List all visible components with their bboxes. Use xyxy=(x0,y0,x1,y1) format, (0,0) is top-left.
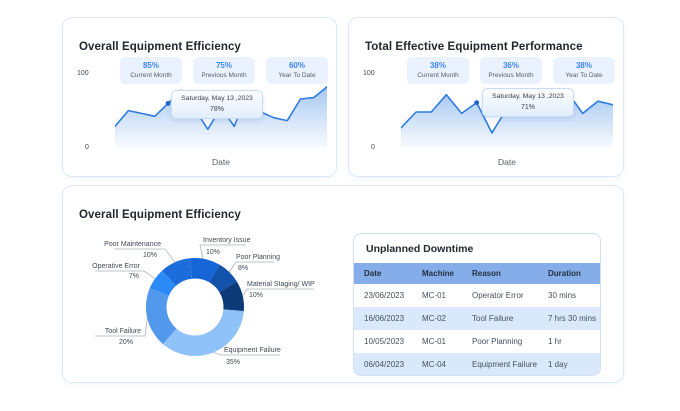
tooltip-date: Saturday, May 13 ,2023 xyxy=(181,95,253,102)
teep-previous-month-badge: 36% Previous Month xyxy=(480,57,542,84)
column-header-duration: Duration xyxy=(538,263,600,284)
oee-current-month-badge: 85% Current Month xyxy=(120,57,182,84)
cell-duration: 1 hr xyxy=(548,337,562,346)
oee-breakdown-card: Overall Equipment Efficiency Inventory I… xyxy=(62,185,624,383)
breakdown-card-title: Overall Equipment Efficiency xyxy=(79,208,241,221)
svg-text:Operative Error: Operative Error xyxy=(92,263,141,270)
cell-date: 10/05/2023 xyxy=(364,337,405,346)
cell-machine: MC-02 xyxy=(422,314,447,323)
badge-label: Year To Date xyxy=(565,72,603,79)
cell-duration: 1 day xyxy=(548,360,568,369)
downtime-table: Date Machine Reason Duration 23/06/2023 … xyxy=(354,263,600,375)
badge-label: Previous Month xyxy=(488,72,534,79)
oee-breakdown-donut-chart[interactable]: Inventory Issue 10% Poor Planning 8% Materia… xyxy=(65,212,345,384)
svg-text:Equipment Failure: Equipment Failure xyxy=(224,347,281,354)
badge-value: 60% xyxy=(288,61,305,70)
table-row: 23/06/2023 MC-01 Operator Error 30 mins xyxy=(354,284,600,307)
cell-machine: MC-04 xyxy=(422,360,447,369)
cell-duration: 30 mins xyxy=(548,291,577,300)
badge-value: 36% xyxy=(502,61,519,70)
cell-reason: Poor Planning xyxy=(472,337,523,346)
badge-value: 75% xyxy=(215,61,232,70)
svg-text:Tool Failure: Tool Failure xyxy=(105,328,141,335)
tooltip-value: 71% xyxy=(520,104,535,111)
badge-label: Previous Month xyxy=(201,72,247,79)
cell-date: 16/06/2023 xyxy=(364,314,405,323)
badge-label: Year To Date xyxy=(278,72,316,79)
y-axis-max-label: 100 xyxy=(77,70,89,77)
y-axis-max-label: 100 xyxy=(363,70,375,77)
unplanned-downtime-panel: Unplanned Downtime Date Machine Reason D… xyxy=(353,233,601,376)
badge-label: Current Month xyxy=(417,72,459,79)
x-axis-label: Date xyxy=(212,157,230,167)
svg-text:Poor Planning: Poor Planning xyxy=(236,254,280,261)
teep-stat-badges: 38% Current Month 36% Previous Month 38%… xyxy=(407,57,615,84)
badge-value: 85% xyxy=(142,61,159,70)
teep-year-to-date-badge: 38% Year To Date xyxy=(553,57,615,84)
oee-previous-month-badge: 75% Previous Month xyxy=(193,57,255,84)
svg-text:10%: 10% xyxy=(206,249,220,256)
column-header-reason: Reason xyxy=(462,263,538,284)
downtime-table-title: Unplanned Downtime xyxy=(366,243,474,255)
x-axis-label: Date xyxy=(498,157,516,167)
cell-reason: Equipment Failure xyxy=(472,360,537,369)
table-row: 16/06/2023 MC-02 Tool Failure 7 hrs 30 m… xyxy=(354,307,600,330)
oee-card-title: Overall Equipment Efficiency xyxy=(79,40,241,53)
table-row: 10/05/2023 MC-01 Poor Planning 1 hr xyxy=(354,330,600,353)
svg-text:7%: 7% xyxy=(129,273,139,280)
badge-value: 38% xyxy=(575,61,592,70)
cell-machine: MC-01 xyxy=(422,291,447,300)
svg-text:35%: 35% xyxy=(226,359,240,366)
svg-text:20%: 20% xyxy=(119,339,133,346)
cell-date: 23/06/2023 xyxy=(364,291,405,300)
cell-reason: Tool Failure xyxy=(472,314,514,323)
tooltip-value: 78% xyxy=(209,106,224,113)
svg-text:10%: 10% xyxy=(143,252,157,259)
svg-text:10%: 10% xyxy=(249,292,263,299)
svg-text:Inventory Issue: Inventory Issue xyxy=(203,237,251,244)
svg-text:8%: 8% xyxy=(238,265,248,272)
svg-text:Poor Maintenance: Poor Maintenance xyxy=(104,241,161,248)
teep-card-title: Total Effective Equipment Performance xyxy=(365,40,583,53)
downtime-table-header-row: Date Machine Reason Duration xyxy=(354,263,600,284)
svg-text:Material Staging/ WIP: Material Staging/ WIP xyxy=(247,281,315,288)
tooltip-date: Saturday, May 13 ,2023 xyxy=(492,93,564,100)
cell-reason: Operator Error xyxy=(472,291,524,300)
column-header-date: Date xyxy=(354,263,412,284)
oee-year-to-date-badge: 60% Year To Date xyxy=(266,57,328,84)
cell-duration: 7 hrs 30 mins xyxy=(548,314,597,323)
oee-stat-badges: 85% Current Month 75% Previous Month 60%… xyxy=(120,57,328,84)
teep-chart-tooltip: Saturday, May 13 ,2023 71% xyxy=(482,88,574,117)
y-axis-min-label: 0 xyxy=(85,144,89,151)
cell-machine: MC-01 xyxy=(422,337,447,346)
y-axis-min-label: 0 xyxy=(371,144,375,151)
oee-chart-tooltip: Saturday, May 13 ,2023 78% xyxy=(171,90,263,119)
teep-trend-card: Total Effective Equipment Performance 38… xyxy=(348,17,624,177)
teep-current-month-badge: 38% Current Month xyxy=(407,57,469,84)
badge-value: 38% xyxy=(429,61,446,70)
badge-label: Current Month xyxy=(130,72,172,79)
oee-trend-card: Overall Equipment Efficiency 85% Current… xyxy=(62,17,337,177)
cell-date: 06/04/2023 xyxy=(364,360,405,369)
column-header-machine: Machine xyxy=(412,263,462,284)
table-row: 06/04/2023 MC-04 Equipment Failure 1 day xyxy=(354,353,600,375)
